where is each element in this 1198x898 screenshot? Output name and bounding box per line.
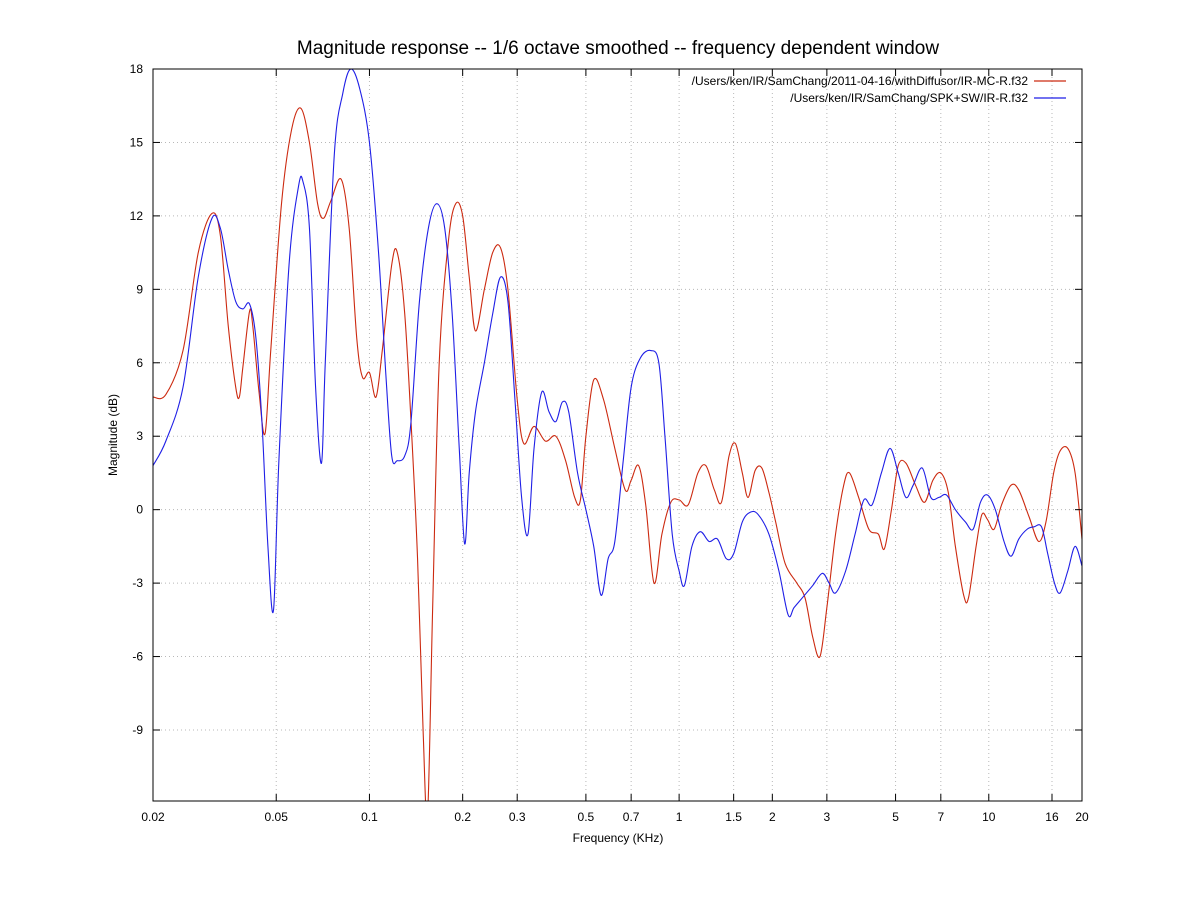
chart-title: Magnitude response -- 1/6 octave smoothe…: [297, 38, 939, 59]
y-axis-label: Magnitude (dB): [106, 394, 120, 476]
x-axis-label: Frequency (KHz): [573, 831, 664, 845]
x-tick-label: 0.1: [361, 810, 378, 824]
legend: /Users/ken/IR/SamChang/2011-04-16/withDi…: [692, 74, 1066, 105]
x-tick-label: 7: [937, 810, 944, 824]
series-line-1: [153, 107, 1082, 801]
x-tick-label: 0.05: [265, 810, 289, 824]
x-tick-label: 1: [676, 810, 683, 824]
y-tick-label: -6: [132, 650, 143, 664]
legend-entry-2: /Users/ken/IR/SamChang/SPK+SW/IR-R.f32: [790, 91, 1028, 105]
y-tick-label: -3: [132, 576, 143, 590]
series-layer: [153, 69, 1082, 801]
y-tick-label: 15: [130, 135, 144, 149]
x-tick-label: 0.7: [623, 810, 640, 824]
x-tick-label: 2: [769, 810, 776, 824]
series-line-2: [153, 69, 1082, 618]
plot-frame: [152, 68, 1083, 802]
y-tick-label: -9: [132, 723, 143, 737]
y-tick-label: 0: [136, 503, 143, 517]
y-tick-label: 18: [130, 62, 144, 76]
y-tick-label: 9: [136, 282, 143, 296]
x-tick-label: 10: [982, 810, 996, 824]
x-tick-label: 20: [1075, 810, 1089, 824]
tick-labels: 0.02 0.05 0.1 0.2 0.3 0.5 0.7 1 1.5 2 3 5 7 10 16 20 -9 -…: [130, 62, 1089, 824]
x-tick-label: 0.3: [509, 810, 526, 824]
grid: [153, 69, 1082, 801]
x-tick-label: 1.5: [725, 810, 742, 824]
x-tick-label: 0.2: [454, 810, 471, 824]
y-tick-label: 3: [136, 429, 143, 443]
y-tick-label: 12: [130, 209, 144, 223]
x-tick-label: 0.02: [141, 810, 165, 824]
x-tick-label: 0.5: [578, 810, 595, 824]
legend-entry-1: /Users/ken/IR/SamChang/2011-04-16/withDi…: [692, 74, 1029, 88]
x-tick-label: 3: [824, 810, 831, 824]
x-tick-label: 5: [892, 810, 899, 824]
x-tick-label: 16: [1045, 810, 1059, 824]
y-tick-label: 6: [136, 356, 143, 370]
ticks: [152, 68, 1083, 801]
